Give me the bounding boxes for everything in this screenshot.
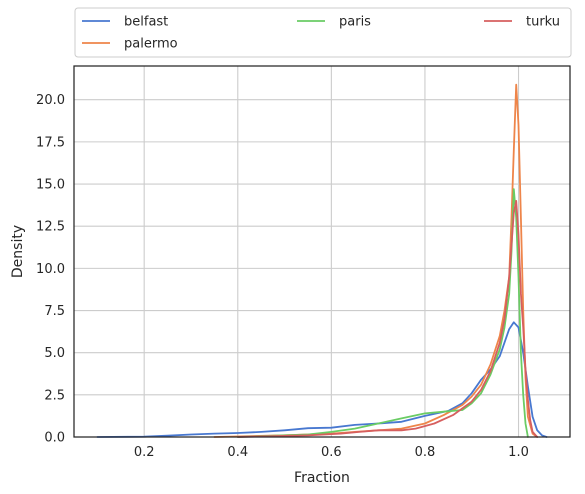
y-tick-label: 2.5	[44, 388, 65, 403]
y-tick-label: 20.0	[36, 93, 65, 108]
x-axis-label: Fraction	[294, 470, 350, 486]
y-tick-label: 15.0	[36, 178, 65, 193]
series-line-palermo	[213, 83, 539, 438]
plot-frame	[73, 65, 571, 438]
series-line-turku	[236, 199, 539, 438]
y-axis-label: Density	[10, 225, 26, 278]
legend: belfast palermo paris turku	[74, 7, 572, 58]
y-tick-label: 10.0	[36, 262, 65, 277]
x-tick-label: 0.2	[134, 445, 155, 460]
series-line-paris	[236, 188, 529, 438]
x-tick-label: 0.4	[227, 445, 248, 460]
y-tick-label: 5.0	[44, 346, 65, 361]
legend-label-turku: turku	[526, 15, 560, 30]
series-line-belfast	[96, 321, 548, 438]
x-tick-label: 1.0	[508, 445, 529, 460]
legend-label-belfast: belfast	[124, 15, 168, 30]
legend-label-palermo: palermo	[124, 37, 178, 52]
legend-box	[74, 7, 572, 58]
density-curves	[96, 83, 548, 438]
legend-label-paris: paris	[339, 15, 371, 30]
x-tick-label: 0.6	[321, 445, 342, 460]
grid-lines	[74, 66, 570, 438]
y-axis-ticks: 0.0 2.5 5.0 7.5 10.0 12.5 15.0 17.5 20.0	[36, 93, 65, 445]
x-axis-ticks: 0.2 0.4 0.6 0.8 1.0	[134, 445, 529, 460]
y-tick-label: 12.5	[36, 220, 65, 235]
y-tick-label: 7.5	[44, 304, 65, 319]
x-tick-label: 0.8	[415, 445, 436, 460]
y-tick-label: 17.5	[36, 135, 65, 150]
y-tick-label: 0.0	[44, 431, 65, 446]
